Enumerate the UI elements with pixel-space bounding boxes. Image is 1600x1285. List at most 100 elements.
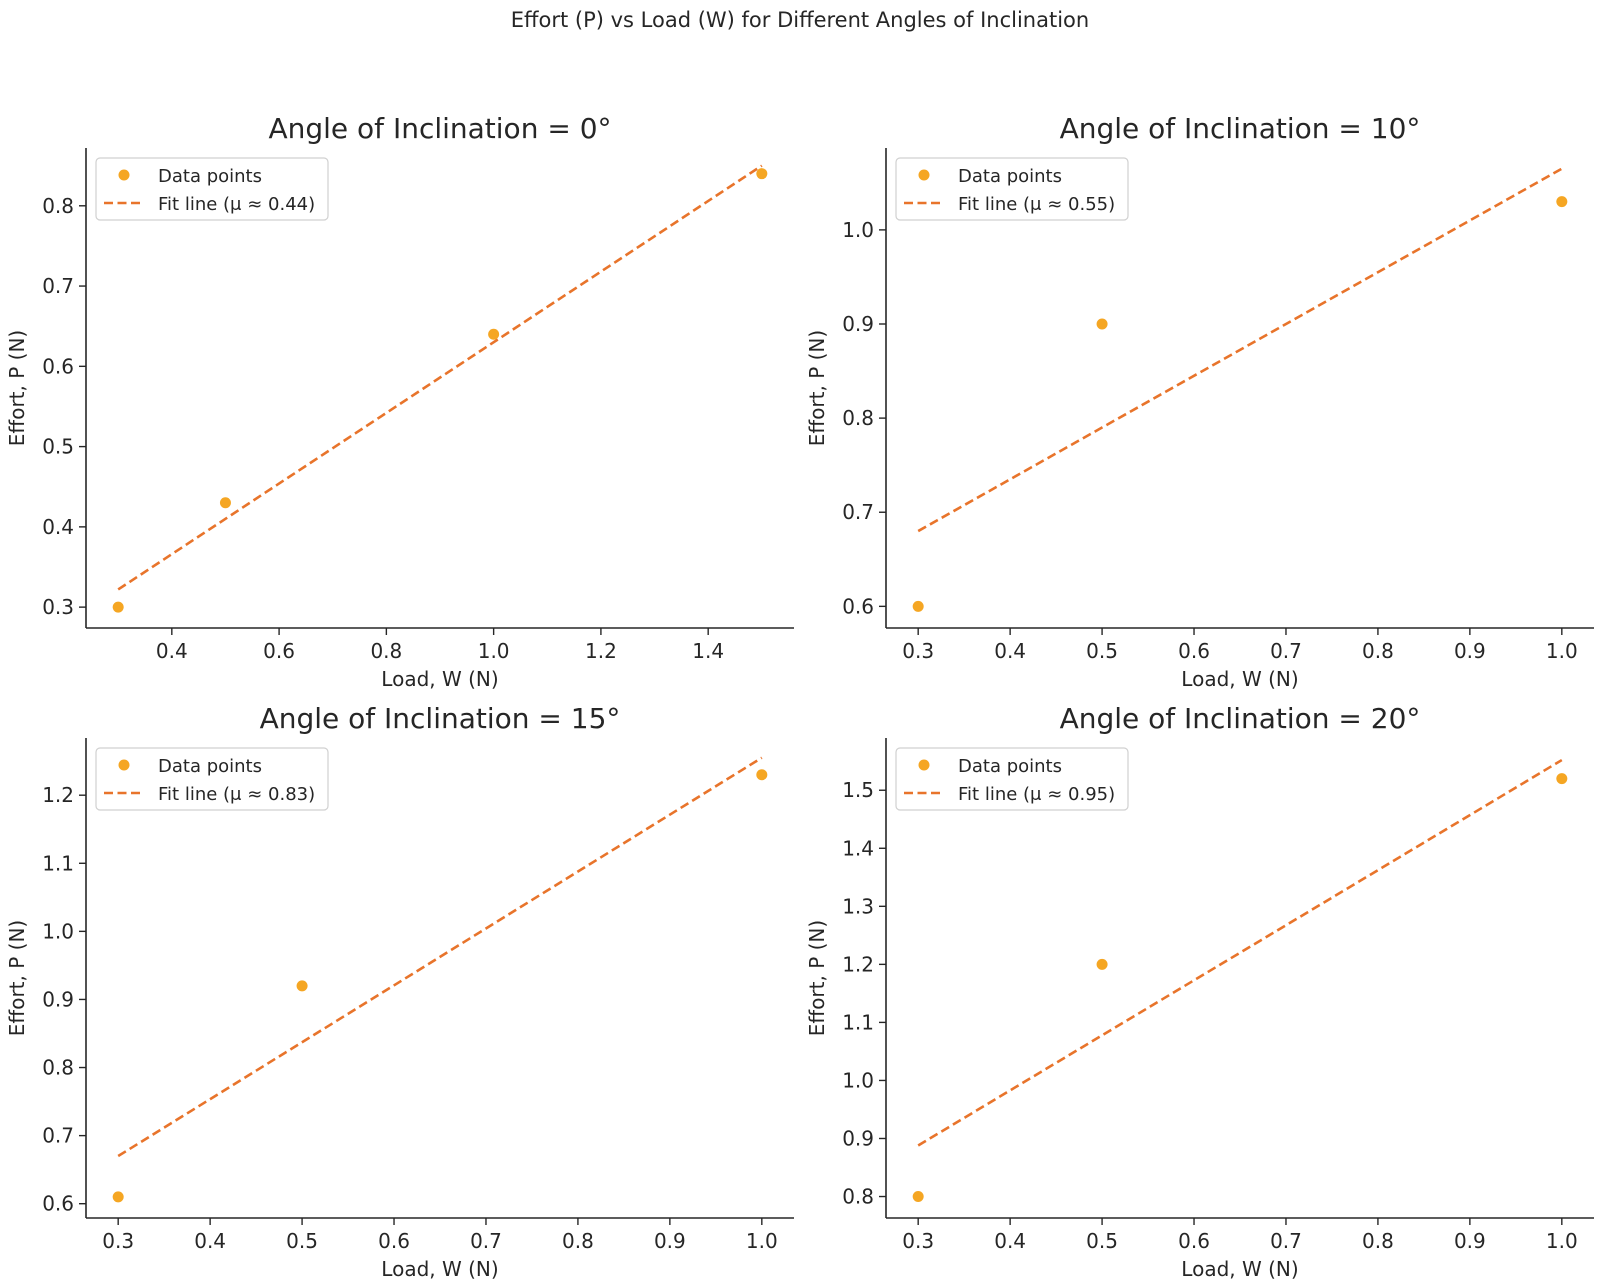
x-tick-label: 0.4 bbox=[994, 639, 1026, 663]
fit-line bbox=[917, 758, 1563, 1147]
x-tick-label: 0.5 bbox=[1086, 639, 1118, 663]
y-axis-label: Effort, P (N) bbox=[5, 920, 29, 1036]
x-tick-label: 1.2 bbox=[585, 639, 617, 663]
subplot-4: Angle of Inclination = 20° 0.3 0.4 0.5 0.6 0.… bbox=[805, 702, 1594, 1281]
x-tick-label: 1.0 bbox=[1546, 639, 1578, 663]
y-tick-label: 0.5 bbox=[42, 435, 74, 459]
y-tick-label: 1.0 bbox=[842, 1068, 874, 1092]
x-axis-label: Load, W (N) bbox=[381, 1257, 498, 1281]
y-tick-label: 0.6 bbox=[842, 594, 874, 618]
x-tick-label: 0.8 bbox=[1362, 1229, 1394, 1253]
legend-label-fit: Fit line (μ ≈ 0.83) bbox=[158, 784, 315, 805]
subplot-title: Angle of Inclination = 10° bbox=[1060, 112, 1421, 145]
data-point bbox=[296, 980, 308, 992]
legend-box bbox=[95, 747, 329, 811]
y-tick-label: 0.8 bbox=[842, 1185, 874, 1209]
x-axis-label: Load, W (N) bbox=[1181, 667, 1298, 691]
legend-box bbox=[95, 157, 329, 221]
y-tick-label: 1.0 bbox=[42, 919, 74, 943]
data-point bbox=[488, 328, 500, 340]
y-tick-label: 0.8 bbox=[42, 194, 74, 218]
x-tick-label: 0.6 bbox=[1178, 639, 1210, 663]
y-tick-label: 0.4 bbox=[42, 515, 74, 539]
y-tick-label: 1.0 bbox=[842, 218, 874, 242]
y-axis-label: Effort, P (N) bbox=[805, 920, 829, 1036]
legend-label-points: Data points bbox=[158, 166, 262, 187]
legend-label-points: Data points bbox=[958, 756, 1062, 777]
x-tick-label: 0.9 bbox=[654, 1229, 686, 1253]
data-point bbox=[219, 497, 231, 509]
y-tick-label: 0.6 bbox=[42, 1192, 74, 1216]
y-tick-label: 0.9 bbox=[842, 1126, 874, 1150]
x-tick-label: 0.8 bbox=[1362, 639, 1394, 663]
x-axis-label: Load, W (N) bbox=[381, 667, 498, 691]
legend-marker-points bbox=[118, 169, 130, 181]
x-tick-label: 0.7 bbox=[470, 1229, 502, 1253]
x-tick-label: 0.8 bbox=[370, 639, 402, 663]
x-tick-label: 0.6 bbox=[263, 639, 295, 663]
legend-label-fit: Fit line (μ ≈ 0.95) bbox=[958, 784, 1115, 805]
y-tick-label: 1.3 bbox=[842, 894, 874, 918]
legend-marker-points bbox=[118, 759, 130, 771]
subplot-3: Angle of Inclination = 15° 0.3 0.4 0.5 0.6 0.… bbox=[5, 702, 794, 1281]
legend-label-points: Data points bbox=[958, 166, 1062, 187]
x-tick-label: 0.5 bbox=[286, 1229, 318, 1253]
legend-marker-points bbox=[918, 169, 930, 181]
subplot-title: Angle of Inclination = 15° bbox=[260, 702, 621, 735]
x-tick-label: 0.9 bbox=[1454, 639, 1486, 663]
subplot-title: Angle of Inclination = 0° bbox=[268, 112, 611, 145]
data-point bbox=[912, 1191, 924, 1203]
y-tick-label: 0.7 bbox=[842, 500, 874, 524]
x-tick-label: 0.9 bbox=[1454, 1229, 1486, 1253]
legend: Data points Fit line (μ ≈ 0.55) bbox=[895, 157, 1129, 221]
y-tick-label: 0.6 bbox=[42, 354, 74, 378]
x-tick-label: 0.3 bbox=[102, 1229, 134, 1253]
legend: Data points Fit line (μ ≈ 0.95) bbox=[895, 747, 1129, 811]
y-axis-label: Effort, P (N) bbox=[5, 330, 29, 446]
legend: Data points Fit line (μ ≈ 0.83) bbox=[95, 747, 329, 811]
x-tick-label: 0.7 bbox=[1270, 1229, 1302, 1253]
data-point bbox=[756, 769, 768, 781]
data-point bbox=[112, 601, 124, 613]
x-tick-label: 1.4 bbox=[692, 639, 724, 663]
x-tick-label: 0.5 bbox=[1086, 1229, 1118, 1253]
x-tick-label: 0.8 bbox=[562, 1229, 594, 1253]
x-tick-label: 0.4 bbox=[194, 1229, 226, 1253]
y-tick-label: 0.9 bbox=[42, 987, 74, 1011]
y-tick-label: 0.9 bbox=[842, 312, 874, 336]
fit-line bbox=[917, 167, 1563, 533]
data-point bbox=[1556, 196, 1568, 208]
y-tick-label: 1.2 bbox=[42, 783, 74, 807]
subplot-2: Angle of Inclination = 10° 0.3 0.4 0.5 0.6 0.… bbox=[805, 112, 1594, 691]
x-tick-label: 0.3 bbox=[902, 639, 934, 663]
y-tick-label: 1.4 bbox=[842, 836, 874, 860]
legend: Data points Fit line (μ ≈ 0.44) bbox=[95, 157, 329, 221]
y-tick-label: 0.8 bbox=[42, 1056, 74, 1080]
legend-box bbox=[895, 157, 1129, 221]
y-tick-label: 0.7 bbox=[42, 1124, 74, 1148]
figure-title: Effort (P) vs Load (W) for Different Ang… bbox=[510, 8, 1090, 32]
x-tick-label: 0.7 bbox=[1270, 639, 1302, 663]
data-point bbox=[1556, 773, 1568, 785]
data-point bbox=[1096, 318, 1108, 330]
fit-line bbox=[117, 164, 763, 591]
legend-label-points: Data points bbox=[158, 756, 262, 777]
x-tick-label: 1.0 bbox=[746, 1229, 778, 1253]
y-tick-label: 0.7 bbox=[42, 274, 74, 298]
y-tick-label: 0.3 bbox=[42, 595, 74, 619]
fit-line bbox=[117, 756, 763, 1158]
subplot-title: Angle of Inclination = 20° bbox=[1060, 702, 1421, 735]
y-tick-label: 0.8 bbox=[842, 406, 874, 430]
subplot-1: Angle of Inclination = 0° 0.4 0.6 0.8 1.0 1.2… bbox=[5, 112, 794, 691]
x-tick-label: 0.6 bbox=[378, 1229, 410, 1253]
data-point bbox=[1096, 958, 1108, 970]
x-tick-label: 0.3 bbox=[902, 1229, 934, 1253]
data-point bbox=[756, 168, 768, 180]
y-tick-label: 1.5 bbox=[842, 778, 874, 802]
x-tick-label: 0.6 bbox=[1178, 1229, 1210, 1253]
x-tick-label: 1.0 bbox=[478, 639, 510, 663]
legend-marker-points bbox=[918, 759, 930, 771]
data-point bbox=[912, 600, 924, 612]
x-tick-label: 1.0 bbox=[1546, 1229, 1578, 1253]
